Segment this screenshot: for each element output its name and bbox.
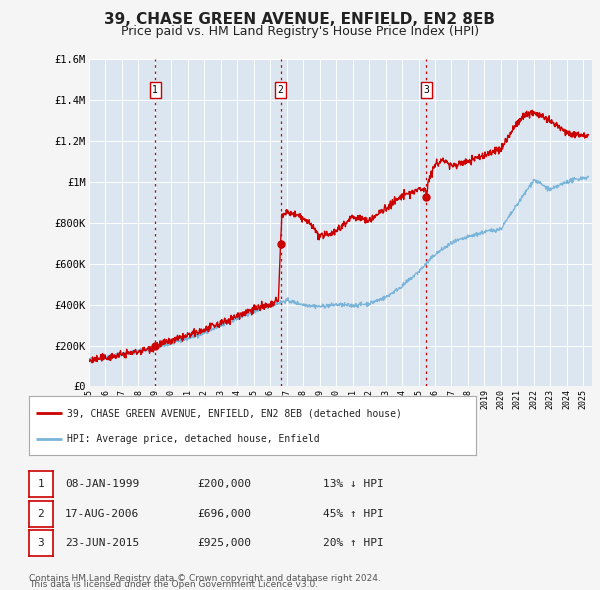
Text: 45% ↑ HPI: 45% ↑ HPI — [323, 509, 383, 519]
Text: £925,000: £925,000 — [197, 539, 251, 548]
Text: 23-JUN-2015: 23-JUN-2015 — [65, 539, 139, 548]
Text: 3: 3 — [37, 539, 44, 548]
Text: HPI: Average price, detached house, Enfield: HPI: Average price, detached house, Enfi… — [67, 434, 319, 444]
Text: £696,000: £696,000 — [197, 509, 251, 519]
Text: 1: 1 — [37, 479, 44, 489]
Text: 13% ↓ HPI: 13% ↓ HPI — [323, 479, 383, 489]
Text: 39, CHASE GREEN AVENUE, ENFIELD, EN2 8EB (detached house): 39, CHASE GREEN AVENUE, ENFIELD, EN2 8EB… — [67, 408, 401, 418]
Text: Contains HM Land Registry data © Crown copyright and database right 2024.: Contains HM Land Registry data © Crown c… — [29, 574, 380, 583]
Text: Price paid vs. HM Land Registry's House Price Index (HPI): Price paid vs. HM Land Registry's House … — [121, 25, 479, 38]
Text: 20% ↑ HPI: 20% ↑ HPI — [323, 539, 383, 548]
Text: 1: 1 — [152, 85, 158, 95]
Text: 17-AUG-2006: 17-AUG-2006 — [65, 509, 139, 519]
Text: 2: 2 — [37, 509, 44, 519]
Text: 39, CHASE GREEN AVENUE, ENFIELD, EN2 8EB: 39, CHASE GREEN AVENUE, ENFIELD, EN2 8EB — [104, 12, 496, 27]
Text: £200,000: £200,000 — [197, 479, 251, 489]
Text: 2: 2 — [278, 85, 283, 95]
Text: 08-JAN-1999: 08-JAN-1999 — [65, 479, 139, 489]
Text: This data is licensed under the Open Government Licence v3.0.: This data is licensed under the Open Gov… — [29, 581, 318, 589]
Text: 3: 3 — [424, 85, 430, 95]
